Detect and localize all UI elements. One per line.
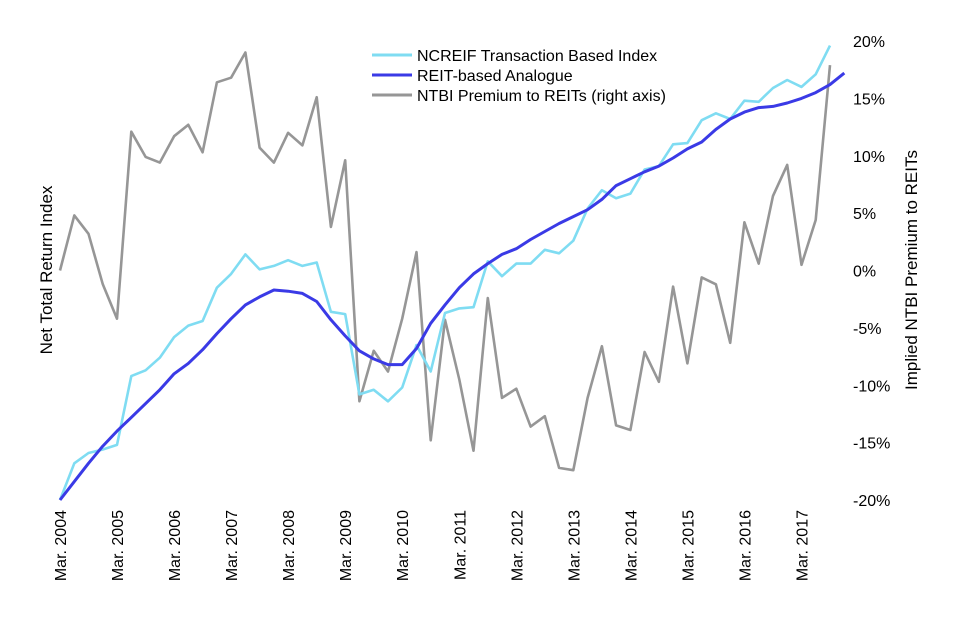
x-axis-tick-label: Mar. 2010	[395, 510, 412, 581]
ncreif-line	[58, 45, 832, 501]
right-axis-tick-label: -15%	[853, 436, 890, 453]
x-axis-tick-label: Mar. 2009	[338, 510, 355, 581]
legend: NCREIF Transaction Based Index REIT-base…	[372, 48, 666, 105]
series-layer	[58, 45, 846, 501]
right-axis-title: Implied NTBI Premium to REITs	[902, 150, 921, 390]
right-axis-tick-label: -20%	[853, 493, 890, 510]
x-axis-tick-label: Mar. 2013	[566, 510, 583, 581]
reit-analogue-line	[58, 71, 846, 501]
x-axis-tick-label: Mar. 2007	[224, 510, 241, 581]
legend-label-reit: REIT-based Analogue	[417, 68, 573, 85]
right-axis-tick-label: 0%	[853, 264, 876, 281]
right-axis-tick-label: -5%	[853, 321, 881, 338]
legend-label-ncreif: NCREIF Transaction Based Index	[417, 48, 657, 65]
x-axis-tick-label: Mar. 2015	[680, 510, 697, 581]
x-axis-tick-label: Mar. 2017	[795, 510, 812, 581]
ntbi-premium-line	[58, 51, 832, 472]
right-axis-tick-label: 20%	[853, 34, 885, 51]
right-axis-tick-label: 5%	[853, 206, 876, 223]
x-axis-tick-label: Mar. 2005	[110, 510, 127, 581]
right-axis-ticks: 20% 15% 10% 5% 0% -5% -10% -15% -20%	[853, 34, 890, 510]
right-axis-tick-label: -10%	[853, 378, 890, 395]
x-axis-tick-label: Mar. 2014	[623, 510, 640, 581]
x-axis-ticks: Mar. 2004 Mar. 2005 Mar. 2006 Mar. 2007 Mar.…	[53, 510, 812, 581]
x-axis-tick-label: Mar. 2012	[509, 510, 526, 581]
legend-label-premium: NTBI Premium to REITs (right axis)	[417, 88, 666, 105]
x-axis-tick-label: Mar. 2006	[167, 510, 184, 581]
x-axis-tick-label: Mar. 2004	[53, 510, 70, 581]
left-axis-title: Net Total Return Index	[37, 185, 56, 354]
x-axis-tick-label: Mar. 2008	[281, 510, 298, 581]
right-axis-tick-label: 10%	[853, 149, 885, 166]
x-axis-tick-label: Mar. 2016	[737, 510, 754, 581]
x-axis-tick-label: Mar. 2011	[452, 510, 469, 580]
right-axis-tick-label: 15%	[853, 91, 885, 108]
